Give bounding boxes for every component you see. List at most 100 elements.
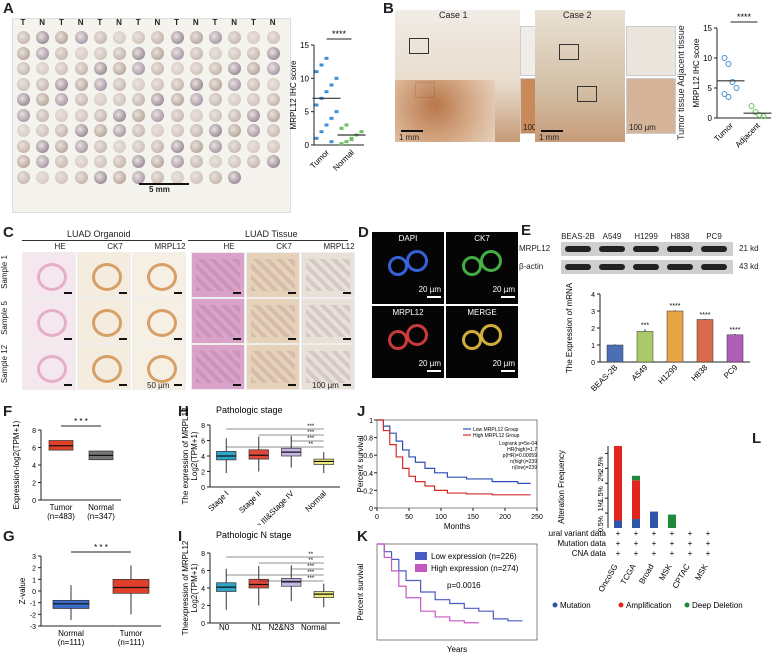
d-cell-ring (406, 324, 428, 346)
c-scale-bar (64, 338, 72, 340)
panel-label-e: E (521, 222, 532, 239)
stat-label: n(high)=239 (510, 459, 537, 465)
survival-curve (377, 543, 479, 624)
x-tick-label: Broad (637, 563, 655, 586)
tma-core (55, 155, 69, 168)
tma-core (151, 93, 165, 106)
tma-core (209, 31, 222, 44)
c-image-cell (77, 298, 131, 344)
tma-core (93, 124, 107, 137)
c-scale-bar (119, 338, 127, 340)
y-tick-label: -1 (30, 601, 36, 608)
case2-scale-label: 1 mm (539, 133, 559, 142)
c-image-cell (246, 298, 300, 344)
tma-core (132, 170, 146, 184)
e-lane-label: A549 (602, 232, 622, 241)
case2-zoom-scale: 100 µm (629, 123, 656, 132)
tma-core (151, 46, 165, 60)
d-channel-label: MERGE (467, 308, 497, 317)
data-point (329, 140, 334, 144)
c-row-label: Sample 12 (0, 344, 9, 384)
tma-core (170, 170, 184, 184)
y-axis-label: Expression-log2(TPM+1) (12, 420, 21, 509)
x-tick-label: N0 (219, 623, 230, 632)
case1-scale-bar (401, 130, 423, 132)
x-tick-label: MSK (693, 562, 710, 582)
tma-core (228, 46, 242, 60)
stat-label: HR(high)=1.7 (507, 447, 537, 453)
chart-i: Pathologic N stage 0 2 4 6 8 Theexpression of … (181, 530, 340, 635)
tma-core (17, 46, 30, 60)
tma-core (228, 31, 242, 44)
significance-label: *** (307, 436, 315, 442)
case2-zoom-bottom: 100 µm (626, 78, 676, 134)
organoid-shape (147, 309, 177, 337)
y-tick-label: 0 (201, 485, 205, 492)
data-point (359, 130, 364, 134)
x-tick-label: 100 (435, 514, 447, 521)
x-axis-label: Months (444, 522, 470, 531)
y-tick-label: 15 (703, 24, 712, 33)
d-scale-bar (501, 296, 515, 298)
d-scale-bar (501, 370, 515, 372)
y-axis-label: Alteration Frequency (557, 450, 566, 524)
chart-f: 0 2 4 6 8 Expression-log2(TPM+1) Tumor(n=483) N… (12, 417, 121, 521)
x-tick-label: BEAS-2B (589, 363, 619, 393)
y-tick-label: 8 (32, 428, 36, 435)
organoid-shape (92, 263, 122, 291)
tma-core (247, 46, 261, 60)
tma-core (55, 108, 69, 122)
d-cell-ring (480, 324, 502, 346)
significance-label: ** (308, 442, 313, 448)
d-scale-bar (427, 296, 441, 298)
tma-core (189, 31, 203, 44)
significance-label: *** (307, 430, 315, 436)
tma-core (151, 31, 165, 44)
y-tick-label: 6 (201, 569, 205, 576)
box (248, 449, 269, 460)
tma-core (247, 62, 261, 75)
tissue-texture (251, 305, 295, 337)
c-scale-bar (343, 338, 351, 340)
tma-core (132, 124, 146, 137)
tissue-texture (196, 259, 240, 291)
d-channel-label: MRPL12 (392, 308, 424, 317)
tma-core (132, 31, 146, 44)
panel-label-g: G (3, 528, 15, 545)
x-tick-label: Normal (331, 148, 356, 173)
chart-k: Years Percent survival Low expression (n=2… (356, 543, 538, 654)
case2-image: Case 2 1 mm (535, 10, 625, 142)
tma-core (36, 62, 50, 75)
stack-segment-deep_deletion (632, 475, 640, 481)
stack-segment-amplification (632, 480, 640, 520)
d-cell-ring (388, 256, 408, 276)
tn-label: N (154, 18, 161, 27)
x-tick-label: Normal (301, 623, 327, 632)
tma-core (170, 139, 184, 153)
tma-core (132, 93, 146, 106)
tma-core (55, 170, 69, 184)
y-tick-label: 10 (300, 74, 309, 83)
case1-scale-label: 1 mm (399, 133, 419, 142)
tma-core (17, 31, 30, 44)
y-tick-label: 2% (598, 471, 605, 481)
significance-label: * * * (74, 417, 88, 426)
data-point (752, 109, 759, 115)
d-scale-label: 20 µm (418, 359, 441, 368)
tn-label: N (269, 18, 276, 27)
legend-label: High MRPL12 Group (473, 433, 520, 439)
tma-core (17, 93, 30, 106)
survival-curve (377, 419, 531, 484)
tma-core (17, 139, 30, 153)
d-scale-label: 20 µm (492, 359, 515, 368)
tma-core (228, 108, 242, 122)
panel-label-f: F (3, 403, 13, 420)
case2-zoom-top (626, 26, 676, 76)
chart-j: 0 0.2 0.4 0.6 0.8 1 0 50 100 150 200 250 Months Perce… (356, 418, 543, 531)
tma-core (74, 139, 88, 153)
c-group-organoid: LUAD Organoid (67, 229, 131, 239)
c-image-cell (77, 344, 131, 390)
data-point (314, 136, 319, 140)
y-tick-label: 1.5% (598, 486, 605, 502)
c-scale-bar (288, 384, 296, 386)
